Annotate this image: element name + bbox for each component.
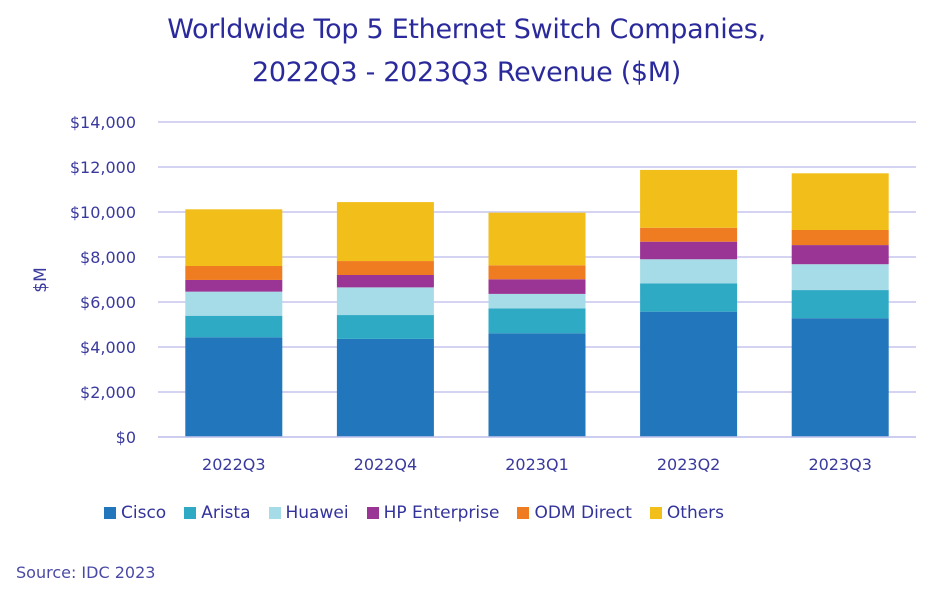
bar-segment-hp-enterprise <box>488 279 586 294</box>
x-tick-label: 2023Q1 <box>505 455 569 474</box>
legend-label: Others <box>666 503 725 523</box>
y-tick-label: $6,000 <box>80 293 136 312</box>
y-tick-label: $2,000 <box>80 383 136 402</box>
bar-stack-2023Q3 <box>791 173 889 437</box>
legend-label: Arista <box>201 503 251 523</box>
y-tick-label: $0 <box>116 428 136 447</box>
bar-segment-odm-direct <box>185 266 283 280</box>
bar-segment-others <box>791 173 889 230</box>
y-tick-label: $4,000 <box>80 338 136 357</box>
bar-segment-cisco <box>791 318 889 437</box>
bar-segment-odm-direct <box>336 261 434 275</box>
x-tick-label: 2022Q3 <box>202 455 266 474</box>
y-axis-label: $M <box>31 267 51 292</box>
chart-subtitle: 2022Q3 - 2023Q3 Revenue ($M) <box>251 57 682 88</box>
bar-segment-others <box>336 202 434 262</box>
legend-item: Arista <box>184 503 251 523</box>
bar-segment-arista <box>185 315 283 338</box>
bar-segment-arista <box>791 290 889 319</box>
x-tick-label: 2022Q4 <box>354 455 418 474</box>
bar-segment-odm-direct <box>488 265 586 280</box>
bar-segment-cisco <box>336 338 434 437</box>
legend-swatch <box>268 507 281 519</box>
bar-segment-hp-enterprise <box>185 279 283 292</box>
legend-label: ODM Direct <box>534 503 632 523</box>
bar-stack-2023Q1 <box>488 212 586 437</box>
bar-segment-arista <box>640 283 738 312</box>
legend-item: HP Enterprise <box>366 503 500 523</box>
bar-segment-cisco <box>488 333 586 437</box>
bar-segment-huawei <box>640 259 738 284</box>
legend-swatch <box>649 507 662 519</box>
bar-segment-huawei <box>185 291 283 316</box>
bar-segment-cisco <box>640 311 738 437</box>
y-axis-ticks: $0 $2,000 $4,000 $6,000 $8,000 $10,000 $12,000… <box>70 113 136 447</box>
legend-item: Cisco <box>104 503 166 523</box>
bar-segment-odm-direct <box>640 227 738 242</box>
legend-label: Cisco <box>121 503 167 523</box>
bar-segment-arista <box>336 315 434 339</box>
x-tick-label: 2023Q3 <box>808 455 872 474</box>
bar-segment-huawei <box>336 287 434 316</box>
bar-segment-huawei <box>488 293 586 309</box>
chart-title: Worldwide Top 5 Ethernet Switch Companie… <box>167 14 766 45</box>
bar-segment-hp-enterprise <box>640 241 738 260</box>
x-axis-ticks: 2022Q3 2022Q4 2023Q1 2023Q2 2023Q3 <box>158 436 916 474</box>
source-note: Source: IDC 2023 <box>16 563 156 582</box>
bar-segment-cisco <box>185 337 283 437</box>
y-tick-label: $12,000 <box>70 158 136 177</box>
y-tick-label: $14,000 <box>70 113 136 132</box>
bar-segment-others <box>640 169 738 228</box>
bar-stack-2023Q2 <box>640 169 738 437</box>
legend-swatch <box>104 507 116 519</box>
bar-segment-hp-enterprise <box>791 245 889 265</box>
legend-label: HP Enterprise <box>383 503 500 523</box>
bar-segment-hp-enterprise <box>336 275 434 288</box>
legend-swatch <box>184 507 197 519</box>
y-tick-label: $8,000 <box>80 248 136 267</box>
bar-segment-arista <box>488 308 586 334</box>
legend: Cisco Arista Huawei HP Enterprise ODM Direct… <box>104 503 742 523</box>
bar-stack-2022Q3 <box>185 209 283 437</box>
legend-item: Huawei <box>268 503 349 523</box>
x-tick-label: 2023Q2 <box>657 455 721 474</box>
bar-segment-others <box>488 212 586 266</box>
bar-stack-2022Q4 <box>336 202 434 437</box>
bar-segment-others <box>185 209 283 266</box>
legend-swatch <box>366 507 379 519</box>
legend-item: ODM Direct <box>517 503 632 523</box>
legend-item: Others <box>649 503 725 523</box>
bars <box>185 169 889 437</box>
bar-segment-odm-direct <box>791 230 889 246</box>
bar-segment-huawei <box>791 264 889 291</box>
legend-swatch <box>517 507 530 519</box>
y-tick-label: $10,000 <box>70 203 136 222</box>
legend-label: Huawei <box>285 503 349 523</box>
